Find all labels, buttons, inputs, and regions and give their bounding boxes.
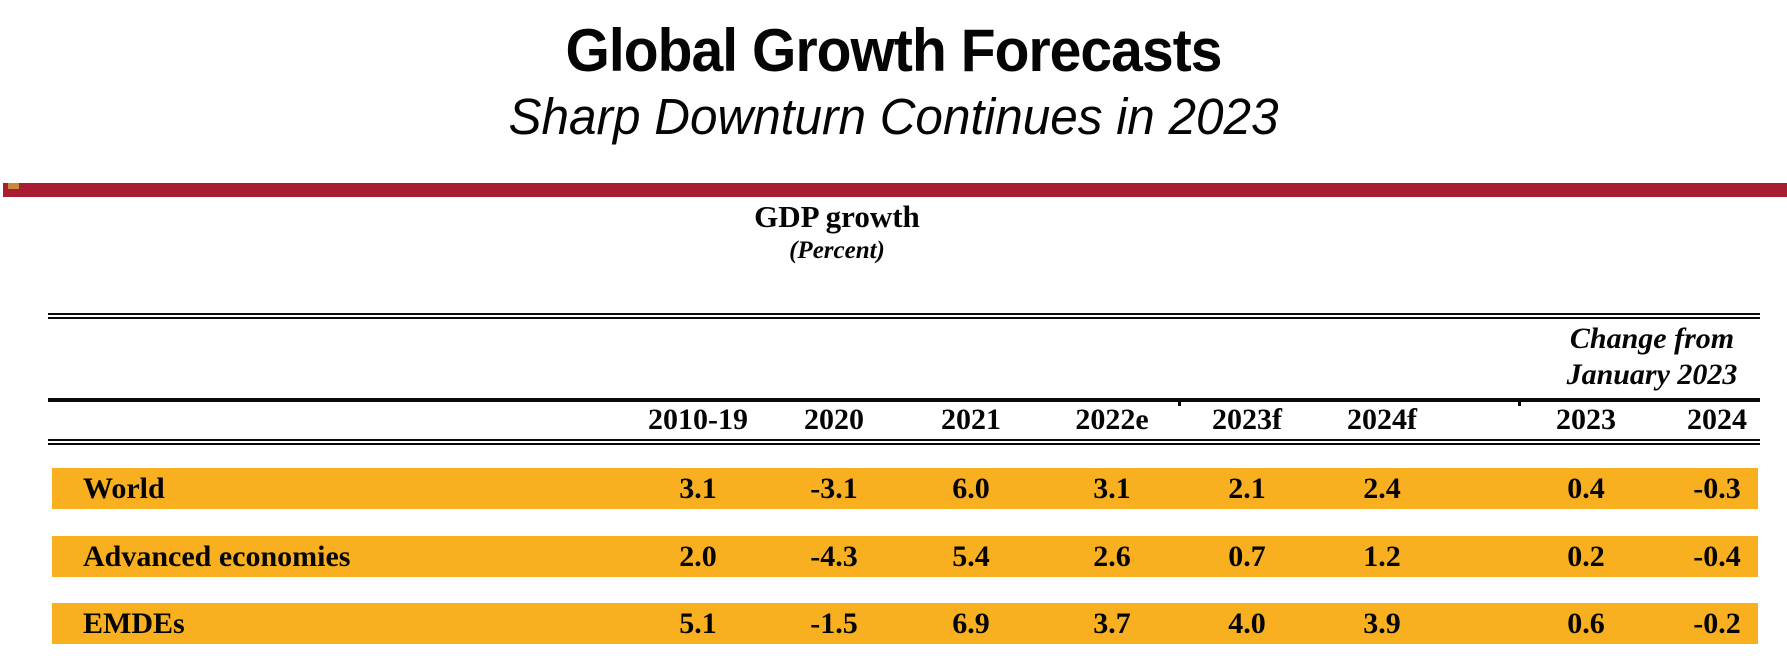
column-header: 2022e — [1075, 403, 1149, 436]
row-label: Advanced economies — [83, 540, 351, 573]
column-divider-tick — [1178, 398, 1181, 406]
value-cell: 3.1 — [679, 472, 717, 505]
value-cell: 6.9 — [952, 607, 990, 640]
change-from-line-1: Change from — [1569, 322, 1735, 355]
table-row-advanced-economies: Advanced economies 2.0 -4.3 5.4 2.6 0.7 … — [0, 536, 1787, 577]
table-heading: GDP growth — [754, 199, 920, 234]
row-label: EMDEs — [83, 607, 185, 640]
value-cell: 0.2 — [1567, 540, 1605, 573]
value-cell: 5.1 — [679, 607, 717, 640]
value-cell: -0.3 — [1693, 472, 1741, 505]
column-divider-tick — [1518, 398, 1521, 406]
value-cell: -4.3 — [810, 540, 858, 573]
slide-title: Global Growth Forecasts — [565, 17, 1223, 84]
value-cell: 2.0 — [679, 540, 717, 573]
value-cell: 4.0 — [1228, 607, 1266, 640]
row-highlight-band — [52, 536, 1758, 577]
value-cell: 3.9 — [1363, 607, 1401, 640]
column-header: 2023 — [1556, 403, 1616, 436]
value-cell: -3.1 — [810, 472, 858, 505]
value-cell: 3.1 — [1093, 472, 1131, 505]
value-cell: -0.2 — [1693, 607, 1741, 640]
column-header-row: 2010-19 2020 2021 2022e 2023f 2024f 2023… — [0, 400, 1787, 440]
value-cell: 0.7 — [1228, 540, 1266, 573]
row-label: World — [83, 472, 165, 505]
column-header: 2023f — [1212, 403, 1282, 436]
change-from-group-header: Change from January 2023 — [1472, 321, 1787, 393]
table-row-emdes: EMDEs 5.1 -1.5 6.9 3.7 4.0 3.9 0.6 -0.2 — [0, 603, 1787, 644]
value-cell: -1.5 — [810, 607, 858, 640]
column-header: 2024 — [1687, 403, 1747, 436]
value-cell: 1.2 — [1363, 540, 1401, 573]
value-cell: 5.4 — [952, 540, 990, 573]
accent-bar — [3, 183, 1787, 197]
column-header: 2024f — [1347, 403, 1417, 436]
accent-corner-mark — [8, 183, 19, 189]
value-cell: 3.7 — [1093, 607, 1131, 640]
row-highlight-band — [52, 603, 1758, 644]
table-top-rule — [48, 313, 1760, 319]
table-row-world: World 3.1 -3.1 6.0 3.1 2.1 2.4 0.4 -0.3 — [0, 468, 1787, 509]
change-from-line-2: January 2023 — [1566, 358, 1738, 391]
value-cell: 2.6 — [1093, 540, 1131, 573]
value-cell: 2.1 — [1228, 472, 1266, 505]
table-unit-label: (Percent) — [789, 237, 885, 264]
slide-subtitle: Sharp Downturn Continues in 2023 — [508, 88, 1279, 145]
column-header: 2021 — [941, 403, 1001, 436]
column-header: 2020 — [804, 403, 864, 436]
value-cell: 6.0 — [952, 472, 990, 505]
value-cell: -0.4 — [1693, 540, 1741, 573]
row-highlight-band — [52, 468, 1758, 509]
value-cell: 0.6 — [1567, 607, 1605, 640]
column-header: 2010-19 — [648, 403, 748, 436]
value-cell: 2.4 — [1363, 472, 1401, 505]
value-cell: 0.4 — [1567, 472, 1605, 505]
table-header-rule — [48, 439, 1760, 445]
table-mid-rule — [48, 398, 1760, 402]
